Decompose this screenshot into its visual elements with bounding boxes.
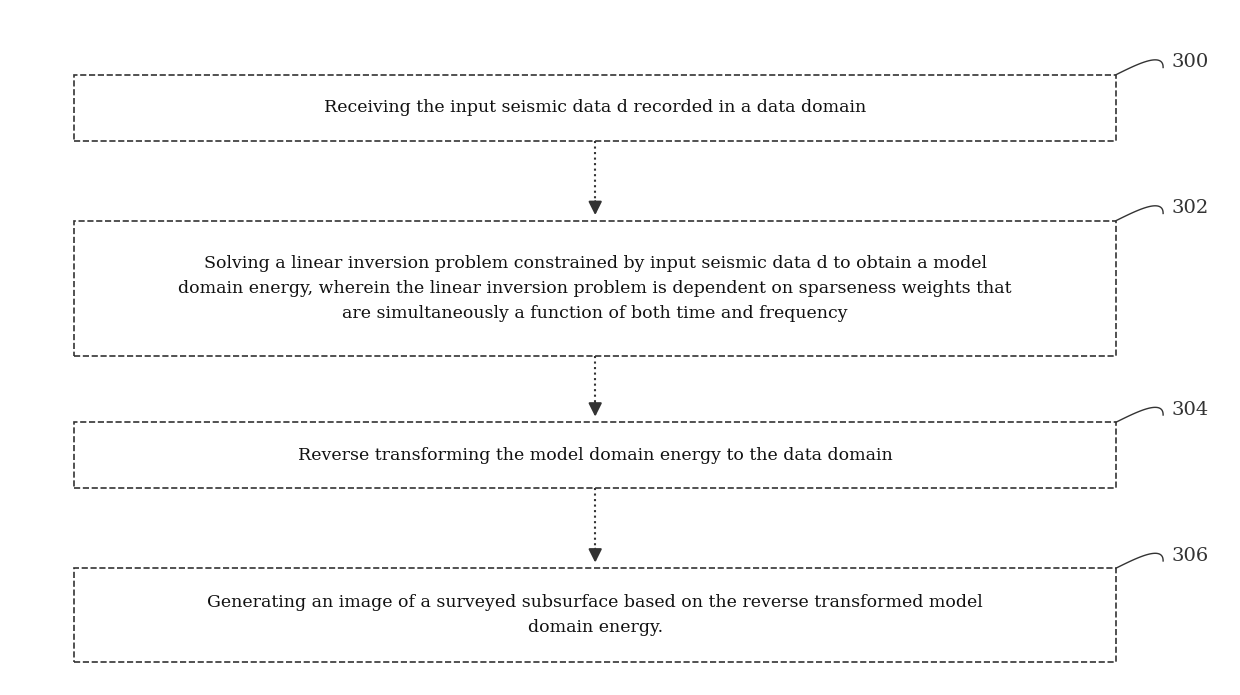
Text: Receiving the input seismic data d recorded in a data domain: Receiving the input seismic data d recor… — [324, 99, 867, 116]
Text: 300: 300 — [1172, 54, 1209, 72]
Text: 302: 302 — [1172, 199, 1209, 218]
FancyBboxPatch shape — [74, 569, 1116, 662]
FancyBboxPatch shape — [74, 221, 1116, 357]
Text: 306: 306 — [1172, 547, 1209, 564]
Text: Solving a linear inversion problem constrained by input seismic data d to obtain: Solving a linear inversion problem const… — [179, 255, 1012, 322]
Text: 304: 304 — [1172, 401, 1209, 418]
FancyBboxPatch shape — [74, 423, 1116, 488]
Text: Reverse transforming the model domain energy to the data domain: Reverse transforming the model domain en… — [298, 447, 893, 464]
FancyBboxPatch shape — [74, 74, 1116, 140]
Text: Generating an image of a surveyed subsurface based on the reverse transformed mo: Generating an image of a surveyed subsur… — [207, 594, 983, 636]
